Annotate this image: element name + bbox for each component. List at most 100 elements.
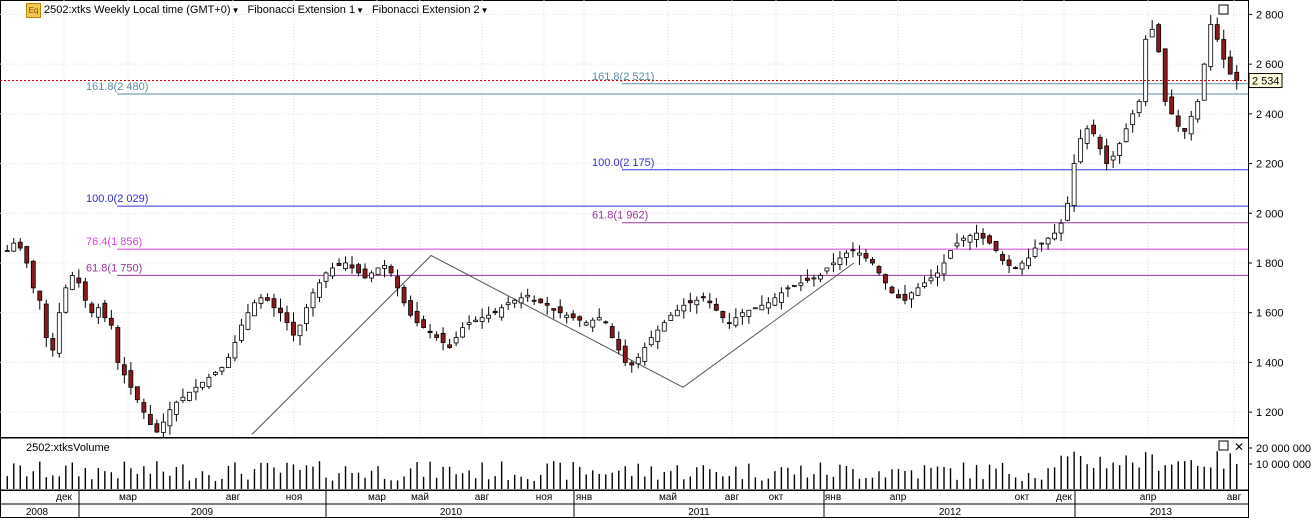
candle-body — [4, 250, 10, 252]
candle-body — [427, 330, 433, 333]
y-tick-label: 2 000 — [1256, 208, 1284, 220]
fib-label: 100.0(2 029) — [86, 193, 148, 205]
candle-body — [278, 307, 283, 314]
candle-body — [330, 267, 335, 277]
candle-body — [1156, 24, 1162, 53]
candle-body — [759, 304, 765, 311]
candle-body — [69, 275, 75, 290]
candle-body — [1013, 267, 1018, 269]
candle-body — [466, 322, 472, 325]
candle-body — [200, 381, 205, 388]
candle-body — [440, 332, 446, 343]
candle-body — [310, 292, 316, 309]
candle-body — [870, 259, 875, 264]
candle-body — [147, 414, 153, 425]
candle-body — [505, 302, 511, 306]
candle-body — [746, 309, 752, 317]
y-tick-label: 1 600 — [1256, 308, 1284, 320]
candle-body — [121, 364, 127, 376]
candle-body — [134, 386, 140, 401]
candle-body — [291, 321, 296, 336]
candle-body — [82, 281, 88, 301]
candle-body — [765, 302, 771, 309]
candle-body — [173, 401, 179, 415]
candle-body — [434, 334, 440, 338]
candle-body — [226, 357, 231, 369]
candle-body — [37, 290, 43, 301]
candle-body — [1214, 24, 1220, 40]
candle-body — [1169, 96, 1175, 115]
dropdown-arrow-icon: ▼ — [480, 6, 489, 15]
indicator-fib2-menu[interactable]: Fibonacci Extension 2▼ — [372, 4, 489, 16]
symbol-menu[interactable]: 2502:xtks Weekly Local time (GMT+0)▼ — [44, 4, 239, 16]
candle-body — [980, 233, 986, 239]
candle-body — [967, 235, 973, 243]
candle-body — [375, 267, 381, 276]
candle-body — [323, 272, 329, 282]
candle-body — [915, 287, 921, 296]
month-label: мар — [368, 492, 386, 503]
candle-body — [837, 257, 843, 265]
candle-body — [739, 312, 745, 317]
candle-body — [681, 304, 687, 312]
month-label: май — [411, 492, 429, 503]
candle-body — [1039, 242, 1044, 245]
candle-body — [1019, 262, 1025, 270]
candle-body — [193, 386, 199, 393]
candle-body — [1201, 63, 1207, 101]
candle-body — [160, 421, 166, 433]
candle-body — [252, 302, 257, 317]
candle-body — [1188, 115, 1194, 135]
candle-body — [11, 242, 17, 252]
price-marker-box — [1248, 73, 1283, 89]
candle-body — [492, 310, 498, 314]
candle-body — [1117, 143, 1123, 156]
candle-body — [128, 370, 134, 388]
candle-body — [518, 297, 524, 304]
candle-body — [700, 296, 706, 299]
candle-body — [76, 277, 82, 284]
year-label: 2013 — [1150, 507, 1173, 518]
candle-body — [674, 309, 680, 317]
month-label: авг — [226, 492, 241, 503]
candle-body — [531, 299, 537, 302]
candle-body — [356, 264, 361, 274]
candle-body — [24, 246, 30, 264]
candle-body — [798, 282, 804, 286]
candle-body — [369, 272, 374, 279]
chart-toolbar: Eq 2502:xtks Weekly Local time (GMT+0)▼ … — [26, 2, 497, 18]
y-tick-label: 2 200 — [1256, 159, 1284, 171]
candle-body — [43, 303, 49, 338]
candle-body — [421, 319, 426, 329]
candle-body — [17, 241, 23, 249]
candle-body — [857, 252, 862, 256]
candle-body — [928, 277, 934, 282]
candle-body — [265, 297, 270, 301]
candle-body — [239, 324, 244, 341]
candle-body — [987, 235, 992, 244]
y-tick-label: 1 800 — [1256, 258, 1284, 270]
candle-body — [564, 314, 570, 318]
dropdown-arrow-icon: ▼ — [356, 6, 365, 15]
year-label: 2012 — [939, 507, 962, 518]
month-label: апр — [1140, 492, 1157, 503]
candle-body — [590, 319, 596, 328]
indicator-fib1-menu[interactable]: Fibonacci Extension 1▼ — [247, 4, 364, 16]
dropdown-arrow-icon: ▼ — [231, 6, 240, 15]
candle-body — [1221, 39, 1227, 60]
volume-label: 2502:xtksVolume — [26, 442, 110, 454]
month-label: ноя — [536, 492, 553, 503]
candle-body — [1162, 48, 1168, 102]
fib-label: 61.8(1 750) — [86, 262, 142, 274]
candle-body — [512, 299, 518, 304]
candle-body — [343, 262, 348, 270]
candle-body — [1065, 202, 1071, 221]
candle-body — [1091, 124, 1097, 135]
candle-body — [213, 371, 218, 375]
candle-body — [935, 272, 940, 278]
candle-body — [889, 286, 895, 294]
equity-icon[interactable]: Eq — [26, 2, 41, 18]
candle-body — [473, 319, 479, 322]
candle-body — [752, 307, 758, 310]
